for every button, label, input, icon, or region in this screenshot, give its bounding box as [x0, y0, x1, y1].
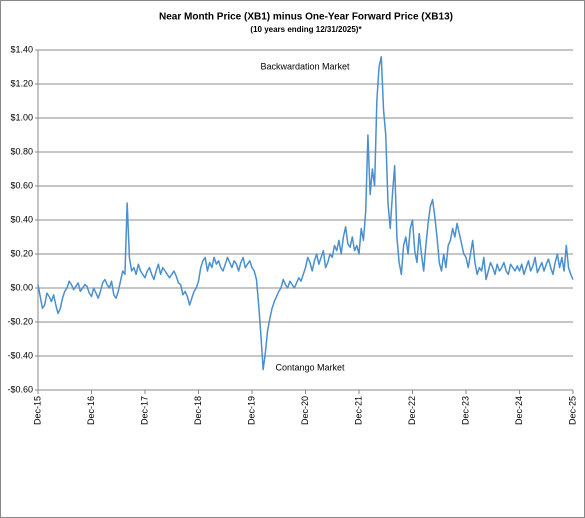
data-line: [37, 56, 574, 371]
x-tick-label: Dec-23: [460, 396, 470, 425]
y-tick-label: $0.40: [10, 214, 33, 224]
annotation: Contango Market: [275, 362, 345, 372]
x-tick-label: Dec-21: [353, 396, 363, 425]
y-tick-label: $0.00: [10, 282, 33, 292]
y-tick-label: $0.60: [10, 180, 33, 190]
x-tick-label: Dec-15: [32, 396, 42, 425]
x-tick-label: Dec-17: [139, 396, 149, 425]
y-tick-label: $1.20: [10, 78, 33, 88]
x-tick-label: Dec-16: [86, 396, 96, 425]
x-tick-label: Dec-24: [514, 396, 524, 425]
x-tick-label: Dec-20: [300, 396, 310, 425]
chart-subtitle: (10 years ending 12/31/2025)*: [250, 25, 362, 34]
x-tick-label: Dec-18: [193, 396, 203, 425]
y-tick-label: $0.20: [10, 248, 33, 258]
y-tick-label: $1.40: [10, 44, 33, 54]
y-tick-label: $0.80: [10, 146, 33, 156]
annotation: Backwardation Market: [260, 61, 350, 71]
x-tick-label: Dec-19: [246, 396, 256, 425]
x-tick-label: Dec-25: [567, 396, 577, 425]
y-tick-label: -$0.60: [7, 384, 33, 394]
x-tick-label: Dec-22: [407, 396, 417, 425]
y-tick-label: -$0.20: [7, 316, 33, 326]
y-tick-label: $1.00: [10, 112, 33, 122]
chart-title: Near Month Price (XB1) minus One-Year Fo…: [159, 12, 453, 23]
y-tick-label: -$0.40: [7, 350, 33, 360]
